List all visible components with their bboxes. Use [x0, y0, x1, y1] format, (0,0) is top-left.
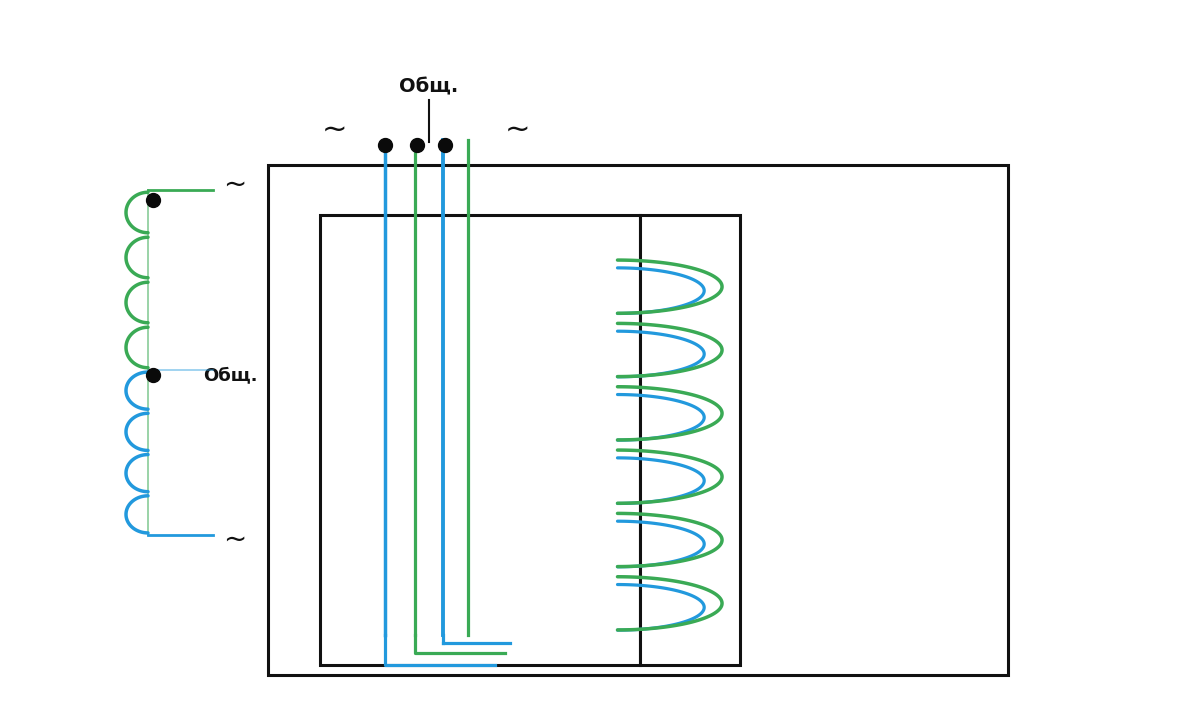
- Bar: [641, 215, 740, 665]
- Text: ~: ~: [223, 526, 246, 554]
- Text: ~: ~: [506, 116, 530, 144]
- Text: Общ.: Общ.: [202, 366, 257, 384]
- Text: ~: ~: [223, 171, 246, 199]
- Bar: [268, 165, 1008, 675]
- Bar: [320, 215, 641, 665]
- Text: Общ.: Общ.: [399, 78, 458, 96]
- Text: ~: ~: [322, 116, 348, 144]
